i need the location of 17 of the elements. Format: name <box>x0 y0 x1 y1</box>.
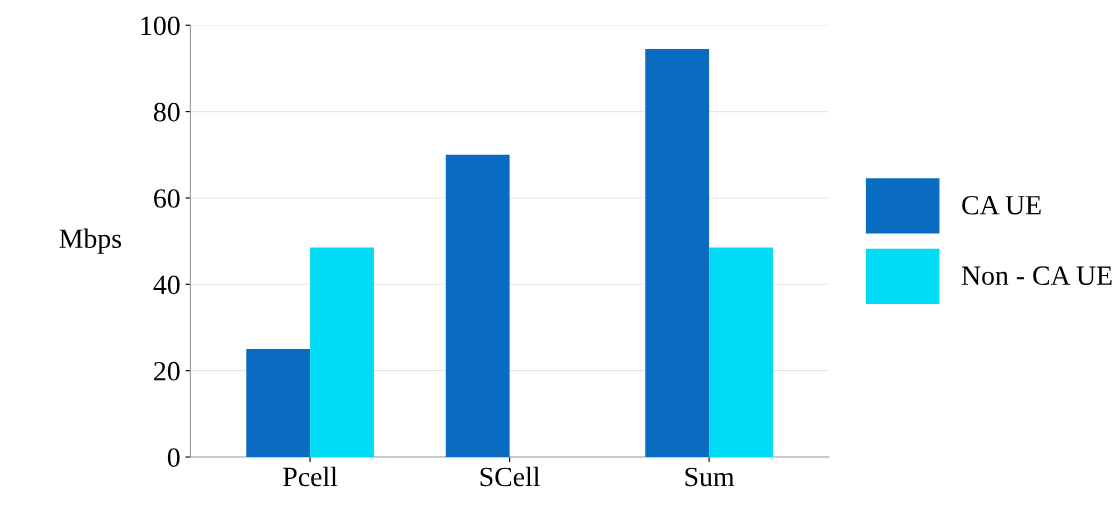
y-tick-label: 100 <box>141 16 180 36</box>
y-tick-label: 80 <box>153 102 180 122</box>
y-tick-label: 60 <box>154 189 180 208</box>
bar <box>709 247 773 458</box>
x-tick-label: Pcell <box>283 466 338 487</box>
legend-label: Non - CA UE <box>961 266 1112 286</box>
bar <box>445 154 510 458</box>
bar <box>645 49 710 458</box>
y-tick-label: 40 <box>153 275 180 295</box>
bar <box>310 247 374 458</box>
bar <box>246 349 311 458</box>
y-tick-label: 20 <box>154 361 180 381</box>
y-axis-title: Mbps <box>59 228 122 254</box>
x-tick-label: SCell <box>480 466 540 487</box>
y-tick-label: 0 <box>167 448 180 467</box>
legend-label: CA UE <box>962 195 1041 215</box>
x-tick-label: Sum <box>685 467 735 487</box>
